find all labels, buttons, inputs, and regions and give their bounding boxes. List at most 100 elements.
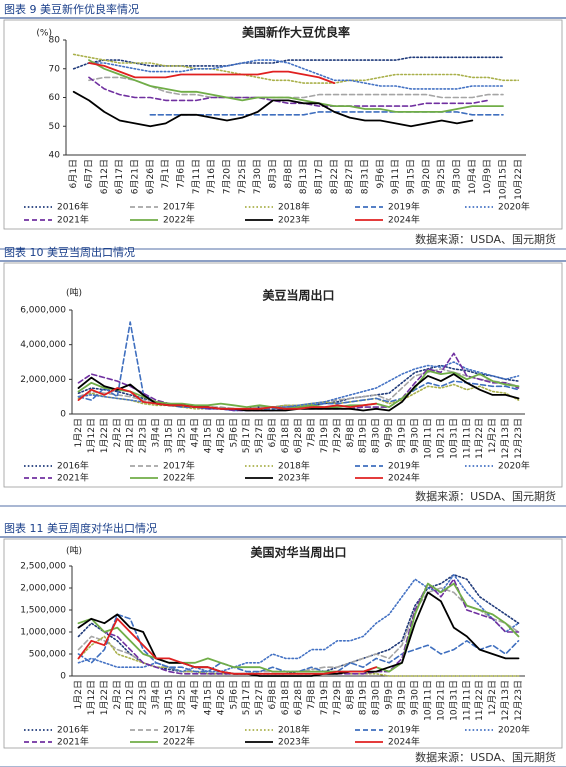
series-line xyxy=(77,587,520,675)
source: 数据来源：USDA、国元期货 xyxy=(415,489,556,503)
y-tick-label: 2,000,000 xyxy=(20,584,66,594)
x-tick-label: 3月25日 xyxy=(177,418,188,453)
legend-label: 2023年 xyxy=(278,736,310,748)
series-line xyxy=(88,62,336,84)
series-line xyxy=(149,111,504,116)
x-tick-label: 6月17日 xyxy=(114,159,125,194)
caption: 图表 9 美豆新作优良率情况 xyxy=(4,2,139,16)
legend-label: 2022年 xyxy=(163,214,195,226)
x-tick-label: 8月3日 xyxy=(268,159,279,188)
x-tick-label: 7月8日 xyxy=(306,418,317,447)
series-line xyxy=(88,59,504,113)
x-tick-label: 6月18日 xyxy=(280,680,291,715)
x-tick-label: 12月13日 xyxy=(500,680,511,721)
x-tick-label: 8月19日 xyxy=(358,680,369,715)
x-tick-label: 11月22日 xyxy=(474,680,485,721)
x-tick-label: 10月31日 xyxy=(448,418,459,459)
x-tick-label: 5月27日 xyxy=(254,418,265,453)
x-tick-label: 12月2日 xyxy=(487,418,498,453)
x-tick-label: 8月30日 xyxy=(371,418,382,453)
x-tick-label: 9月30日 xyxy=(452,159,463,194)
x-tick-label: 7月19日 xyxy=(319,680,330,715)
y-unit: (吨) xyxy=(66,545,82,557)
x-tick-label: 7月19日 xyxy=(319,418,330,453)
x-tick-label: 8月30日 xyxy=(371,680,382,715)
x-tick-label: 7月16日 xyxy=(206,159,217,194)
legend-label: 2019年 xyxy=(388,724,420,736)
series-line xyxy=(77,613,520,673)
x-tick-label: 6月8日 xyxy=(267,680,278,709)
x-tick-label: 8月8日 xyxy=(283,159,294,188)
chart-title: 美国对华当周出口 xyxy=(250,545,346,560)
legend-label: 2019年 xyxy=(388,201,420,213)
x-tick-label: 12月13日 xyxy=(500,418,511,459)
series-line xyxy=(72,56,504,70)
series-line xyxy=(77,635,520,677)
series-line xyxy=(88,76,504,99)
x-tick-label: 6月1日 xyxy=(68,159,79,188)
x-tick-label: 9月25日 xyxy=(436,159,447,194)
x-tick-label: 9月19日 xyxy=(397,418,408,453)
x-tick-label: 4月26日 xyxy=(215,680,226,715)
x-tick-label: 4月15日 xyxy=(202,418,213,453)
x-tick-label: 7月30日 xyxy=(252,159,263,194)
x-tick-label: 4月4日 xyxy=(189,418,200,447)
x-tick-label: 9月30日 xyxy=(409,680,420,715)
x-tick-label: 2月23日 xyxy=(138,680,149,715)
x-tick-label: 8月13日 xyxy=(298,159,309,194)
x-tick-label: 1月2日 xyxy=(73,418,84,447)
source: 数据来源：USDA、国元期货 xyxy=(415,232,556,246)
x-tick-label: 9月19日 xyxy=(397,680,408,715)
x-tick-label: 8月17日 xyxy=(314,159,325,194)
x-tick-label: 3月25日 xyxy=(177,680,188,715)
x-tick-label: 5月6日 xyxy=(228,418,239,447)
y-unit: (吨) xyxy=(66,287,82,299)
x-tick-label: 9月6日 xyxy=(375,159,386,188)
legend-label: 2024年 xyxy=(388,214,420,226)
x-tick-label: 3月4日 xyxy=(151,418,162,447)
legend-label: 2020年 xyxy=(498,201,530,213)
x-tick-label: 2月12日 xyxy=(125,418,136,453)
x-tick-label: 10月21日 xyxy=(435,680,446,721)
x-tick-label: 9月11日 xyxy=(390,159,401,194)
x-tick-label: 5月27日 xyxy=(254,680,265,715)
legend-label: 2017年 xyxy=(163,460,195,472)
x-tick-label: 2月23日 xyxy=(138,418,149,453)
chart-title: 美豆当周出口 xyxy=(262,288,334,303)
series-line xyxy=(77,582,520,673)
x-tick-label: 8月19日 xyxy=(358,418,369,453)
chart-frame xyxy=(3,538,563,749)
chart-frame xyxy=(3,19,563,230)
legend-label: 2016年 xyxy=(57,201,89,213)
x-tick-label: 9月20日 xyxy=(421,159,432,194)
legend-label: 2024年 xyxy=(388,472,420,484)
legend-label: 2023年 xyxy=(278,472,310,484)
x-tick-label: 7月11日 xyxy=(191,159,202,194)
legend-label: 2023年 xyxy=(278,214,310,226)
x-tick-label: 6月28日 xyxy=(293,418,304,453)
y-tick-label: 1,000,000 xyxy=(20,628,66,638)
y-tick-label: 50 xyxy=(49,122,61,132)
series-line xyxy=(88,76,489,107)
x-tick-label: 7月20日 xyxy=(222,159,233,194)
x-tick-label: 10月11日 xyxy=(422,418,433,459)
legend-label: 2022年 xyxy=(163,736,195,748)
legend-label: 2021年 xyxy=(57,214,89,226)
x-tick-label: 7月29日 xyxy=(332,680,343,715)
x-tick-label: 6月12日 xyxy=(99,159,110,194)
x-tick-label: 3月15日 xyxy=(164,418,175,453)
x-tick-label: 6月21日 xyxy=(130,159,141,194)
legend-label: 2017年 xyxy=(163,724,195,736)
x-tick-label: 8月27日 xyxy=(344,159,355,194)
x-tick-label: 1月2日 xyxy=(73,680,84,709)
series-line xyxy=(77,617,378,675)
legend-label: 2020年 xyxy=(498,460,530,472)
x-tick-label: 6月7日 xyxy=(84,159,95,188)
x-tick-label: 1月12日 xyxy=(86,680,97,715)
x-tick-label: 6月28日 xyxy=(293,680,304,715)
x-tick-label: 11月11日 xyxy=(461,680,472,721)
x-tick-label: 1月22日 xyxy=(99,680,110,715)
x-tick-label: 8月22日 xyxy=(329,159,340,194)
x-tick-label: 4月15日 xyxy=(202,680,213,715)
